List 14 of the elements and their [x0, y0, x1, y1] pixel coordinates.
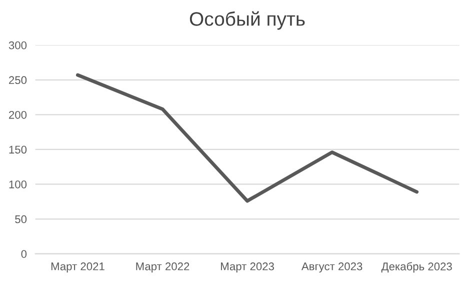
x-tick-label: Август 2023 — [301, 262, 362, 272]
y-tick-label: 50 — [15, 215, 27, 224]
y-tick-label: 150 — [9, 146, 27, 154]
line-series — [76, 73, 419, 203]
x-tick-label: Март 2023 — [220, 262, 274, 272]
x-tick-label: Март 2021 — [51, 262, 104, 272]
x-tick-label: Декабрь 2023 — [381, 262, 452, 273]
y-tick-label: 100 — [9, 180, 27, 188]
chart-title: Особый путь — [190, 11, 305, 30]
y-tick-label: 200 — [9, 110, 27, 119]
x-tick-label: Март 2022 — [136, 262, 190, 272]
y-tick-label: 300 — [8, 41, 27, 50]
y-tick-label: 0 — [21, 250, 27, 258]
y-tick-label: 250 — [9, 76, 27, 84]
